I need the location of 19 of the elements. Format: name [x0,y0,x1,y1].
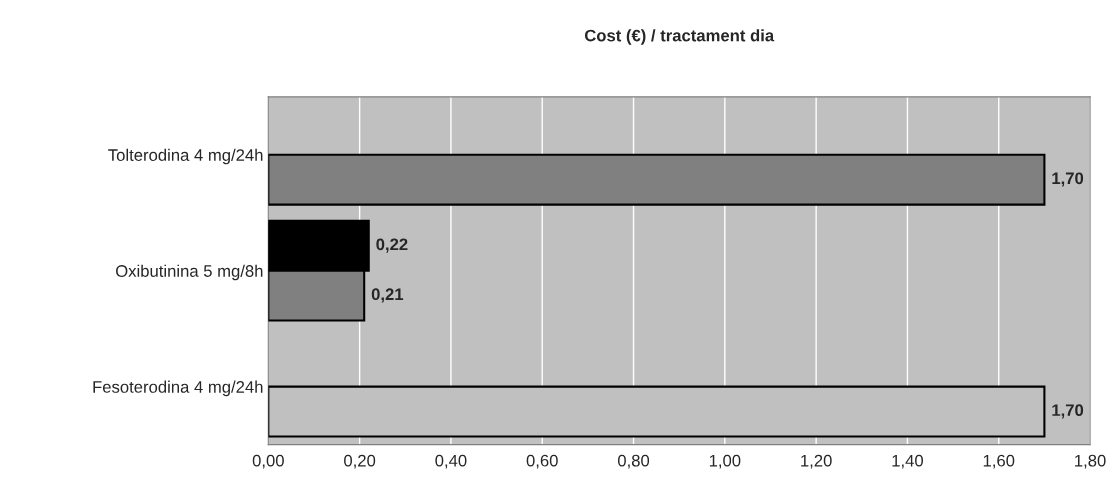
x-tick-label: 1,20 [801,454,832,469]
chart-title: Cost (€) / tractament dia [584,29,775,45]
x-tick-label: 0,40 [435,454,467,469]
x-tick-label: 0,00 [252,454,284,469]
y-tick-label: Fesoterodina 4 mg/24h [93,380,263,397]
x-tick-label: 1,60 [983,454,1015,469]
x-tick-label: 0,60 [526,454,558,469]
x-tick-label: 1,40 [892,454,924,469]
x-tick-label: 1,80 [1075,454,1106,469]
x-tick-label: 0,20 [344,454,376,469]
x-tick-label: 1,00 [709,454,741,469]
data-label: 1,70 [1052,404,1084,419]
data-label: 0,21 [371,288,404,303]
bar [268,153,1046,206]
y-tick-label: Tolterodina 4 mg/24h [108,148,263,165]
x-tick-label: 0,80 [617,454,650,469]
data-label: 1,70 [1052,172,1084,187]
y-tick-label: Oxibutinina 5 mg/8h [116,264,263,281]
data-label: 0,22 [376,238,408,253]
